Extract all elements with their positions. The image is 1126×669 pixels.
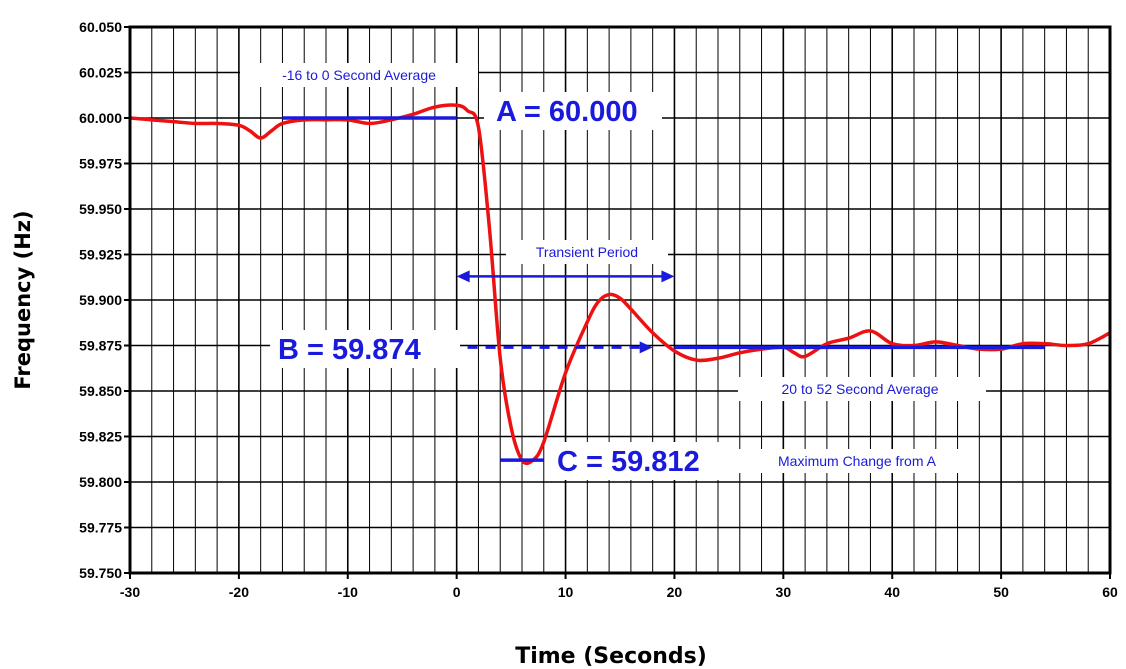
x-axis-title: Time (Seconds) [515,644,707,669]
y-tick-label: 59.975 [79,156,122,172]
x-tick-label: 0 [453,584,461,600]
transient-arrow-head-right [661,270,675,283]
annotation-max-change: Maximum Change from A [738,449,976,473]
annotation-b: B = 59.874 [270,330,460,368]
y-tick-label: 59.750 [79,565,122,581]
y-tick-label: 60.050 [79,19,122,35]
x-tick-label: -30 [120,584,140,600]
avg-before-label: -16 to 0 Second Average [282,67,436,83]
annotation-a: A = 60.000 [484,92,662,130]
y-tick-label: 59.800 [79,474,122,490]
y-tick-label: 60.000 [79,110,122,126]
x-tick-label: 10 [558,584,574,600]
y-tick-label: 59.875 [79,338,122,354]
y-tick-label: 59.850 [79,383,122,399]
plot-frame [128,25,1112,575]
tick-labels: -30 -20 -10 0 10 20 30 40 50 60 60.050 60.025 60.000… [79,19,1118,600]
dashed-arrow-head [639,341,653,354]
y-tick-label: 59.925 [79,247,122,263]
annotation-c: C = 59.812 [550,442,728,480]
annotation-avg-after: 20 to 52 Second Average [738,377,986,401]
transient-period-label: Transient Period [536,244,638,260]
x-tick-label: 30 [776,584,792,600]
y-tick-label: 59.900 [79,292,122,308]
b-value-label: B = 59.874 [278,334,421,366]
x-tick-label: -20 [229,584,249,600]
avg-after-label: 20 to 52 Second Average [782,381,939,397]
x-tick-label: 50 [993,584,1009,600]
a-value-label: A = 60.000 [496,96,638,128]
x-tick-label: 40 [884,584,900,600]
max-change-label: Maximum Change from A [778,453,937,469]
annotation-transient: Transient Period [506,240,668,264]
x-tick-label: 20 [667,584,683,600]
y-axis-title: Frequency (Hz) [11,210,35,389]
annotation-avg-before: -16 to 0 Second Average [240,63,478,87]
reference-lines [282,116,1045,462]
y-tick-label: 59.825 [79,429,122,445]
y-tick-label: 60.025 [79,65,122,81]
y-tick-label: 59.950 [79,201,122,217]
c-value-label: C = 59.812 [557,446,700,478]
transient-arrow-head-left [456,270,470,283]
x-tick-label: -10 [338,584,358,600]
y-tick-label: 59.775 [79,520,122,536]
plot-layer [129,103,1111,466]
frequency-series-line [129,103,1111,466]
x-tick-label: 60 [1102,584,1118,600]
